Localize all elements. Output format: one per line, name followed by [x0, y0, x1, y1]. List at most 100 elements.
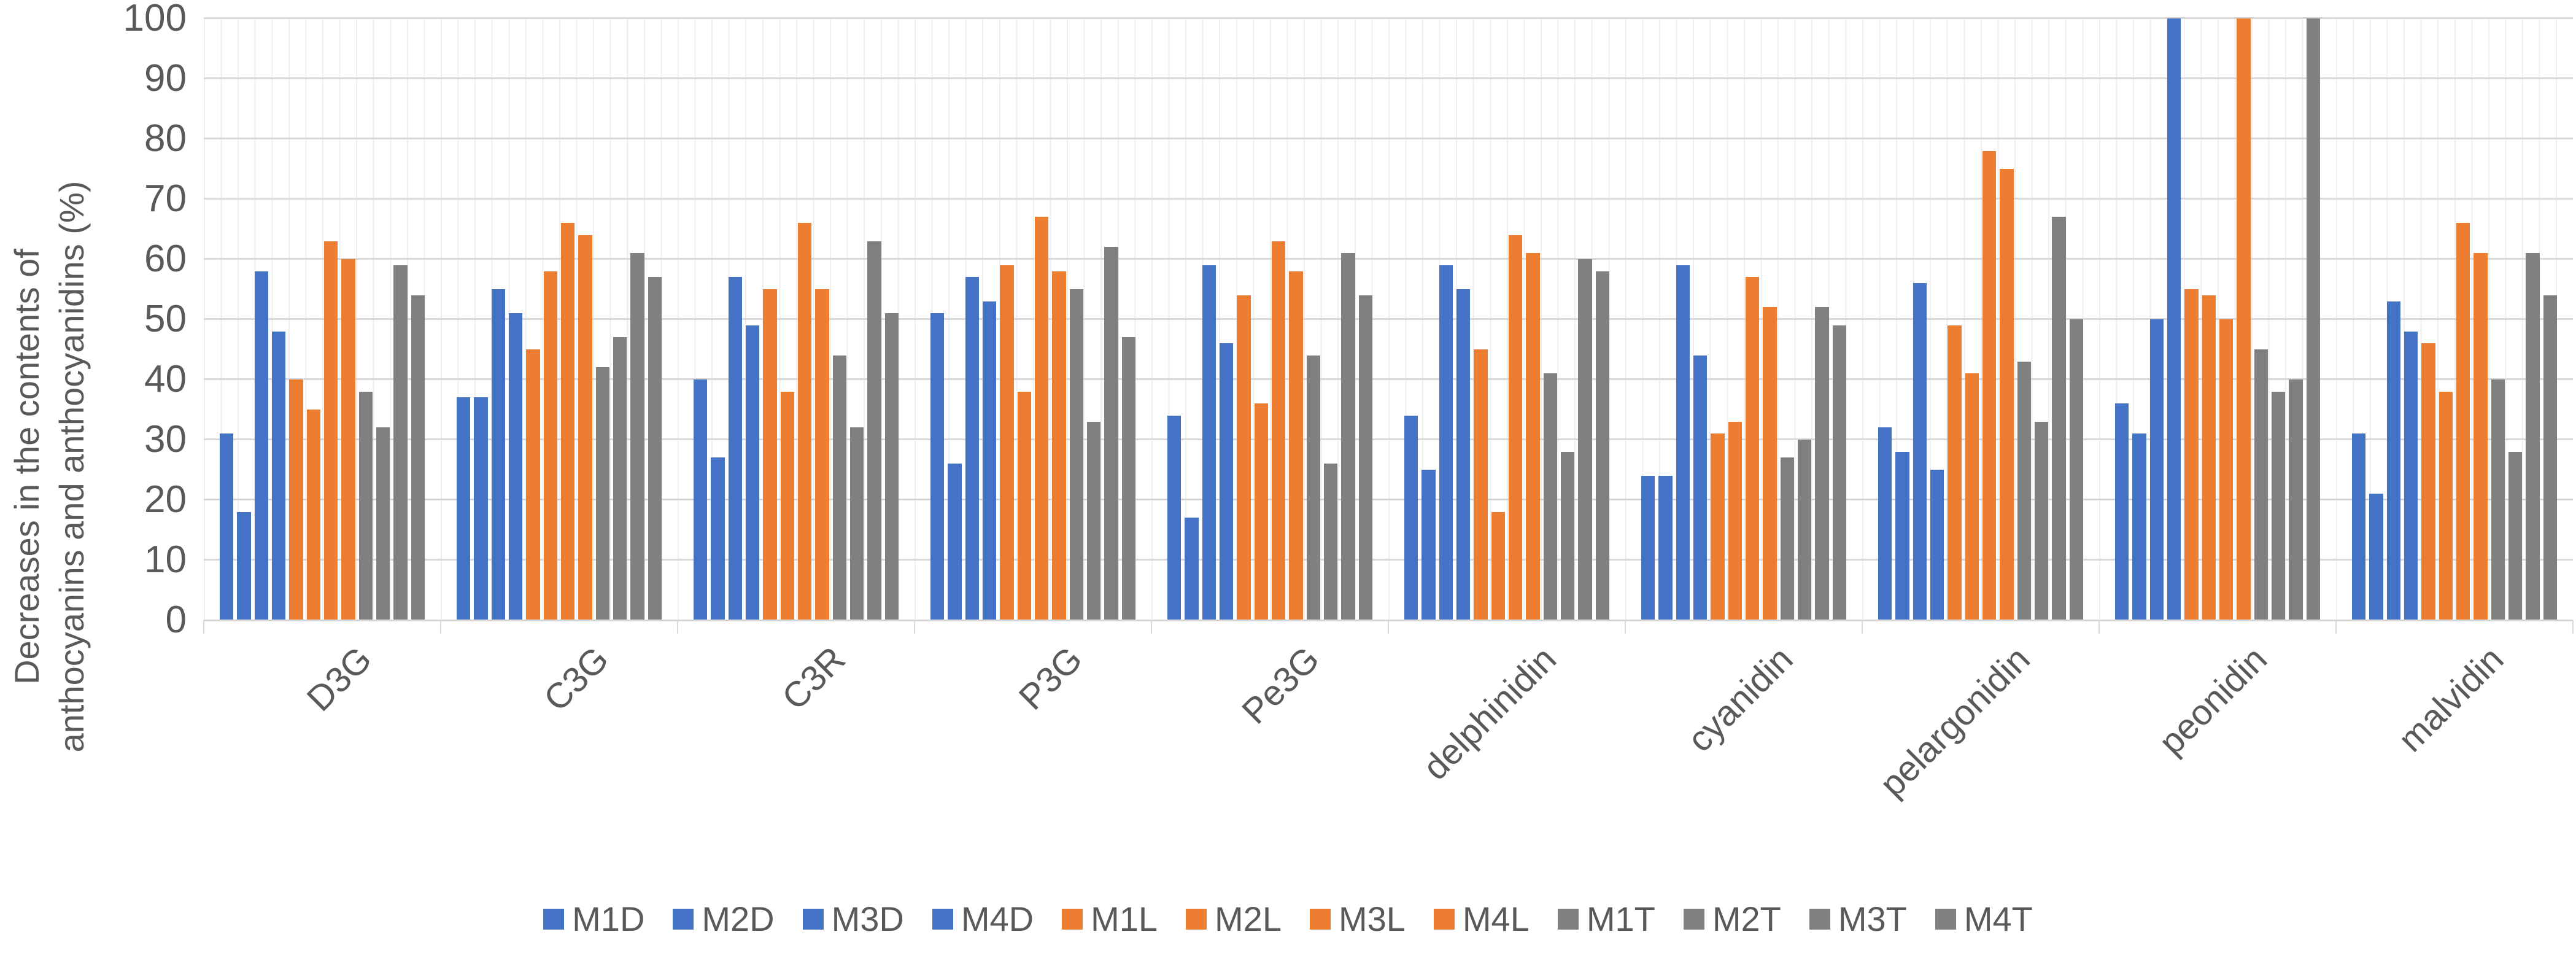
bar-M1T-delphinidin — [1543, 373, 1557, 620]
legend-swatch-icon — [1062, 909, 1083, 930]
category-tick — [2572, 620, 2574, 634]
bar-M2D-pelargonidin — [1895, 451, 1909, 620]
bar-group-peonidin — [2099, 18, 2336, 620]
y-tick-label: 60 — [144, 238, 187, 280]
bar-M4D-cyanidin — [1693, 355, 1708, 620]
bar-group-cyanidin — [1625, 18, 1862, 620]
legend-label: M2L — [1215, 900, 1282, 938]
bar-M4D-Pe3G — [1219, 343, 1234, 620]
category-label-cyanidin: cyanidin — [1680, 639, 1801, 760]
bar-M4T-C3R — [884, 313, 899, 620]
legend-swatch-icon — [1433, 909, 1455, 930]
gridline — [204, 138, 2573, 139]
bar-M3L-C3G — [560, 223, 575, 620]
legend-item-M1D: M1D — [543, 902, 644, 936]
bar-M3L-malvidin — [2456, 223, 2470, 620]
bar-M1D-cyanidin — [1641, 475, 1655, 620]
bar-M4T-P3G — [1121, 337, 1135, 620]
bar-M1T-malvidin — [2491, 379, 2505, 620]
category-label-delphinidin: delphinidin — [1415, 639, 1564, 788]
bar-M3L-P3G — [1034, 217, 1049, 620]
bar-M2L-P3G — [1017, 391, 1031, 620]
legend: M1D M2D M3D M4D M1L M2L M3L M4L M1T M2T M3T M4T — [0, 898, 2576, 941]
bar-M1L-delphinidin — [1474, 349, 1488, 620]
category-label-C3G: C3G — [536, 639, 616, 720]
legend-item-M1L: M1L — [1062, 902, 1158, 936]
bar-M4D-delphinidin — [1456, 289, 1471, 620]
legend-swatch-icon — [543, 909, 565, 930]
bar-M1T-C3R — [832, 355, 846, 620]
bar-M2T-Pe3G — [1323, 464, 1338, 620]
y-tick-label: 10 — [144, 538, 187, 581]
bar-M4D-C3R — [745, 325, 760, 620]
bar-M1D-C3R — [694, 379, 708, 620]
bar-M3T-peonidin — [2289, 379, 2303, 620]
category-tick — [914, 620, 915, 634]
bar-M1D-delphinidin — [1404, 415, 1418, 620]
bar-M4D-D3G — [271, 331, 286, 620]
bar-M1T-pelargonidin — [2017, 361, 2031, 620]
bar-M1L-pelargonidin — [1947, 325, 1962, 620]
y-tick-label: 40 — [144, 358, 187, 400]
bar-M2L-D3G — [306, 410, 320, 620]
legend-swatch-icon — [932, 909, 953, 930]
bar-M4L-peonidin — [2237, 18, 2251, 620]
legend-item-M3L: M3L — [1309, 900, 1406, 938]
bar-M1T-D3G — [358, 391, 373, 620]
bar-M4L-C3R — [815, 289, 829, 620]
bar-M2L-pelargonidin — [1965, 373, 1979, 620]
bar-M3T-C3R — [867, 241, 881, 620]
bar-M3T-P3G — [1104, 247, 1118, 620]
bar-M3D-D3G — [254, 271, 268, 620]
category-tick — [1388, 620, 1389, 634]
category-tick — [203, 620, 204, 634]
bar-M3T-malvidin — [2526, 253, 2540, 620]
legend-label: M1T — [1586, 900, 1655, 938]
bar-M2D-malvidin — [2369, 494, 2383, 620]
bar-group-P3G — [915, 18, 1151, 620]
category-tick — [2335, 620, 2337, 634]
bar-M2T-D3G — [376, 427, 390, 620]
y-tick-label: 50 — [144, 298, 187, 340]
y-axis-tick-labels: 0 10 20 30 40 50 60 70 80 90 100 — [0, 0, 187, 641]
bar-M4L-delphinidin — [1526, 253, 1540, 620]
legend-swatch-icon — [1186, 909, 1207, 930]
legend-item-M4L: M4L — [1433, 902, 1530, 936]
legend-label: M3D — [831, 900, 904, 938]
category-label-Pe3G: Pe3G — [1234, 639, 1327, 732]
gridline — [204, 378, 2573, 380]
legend-label: M3L — [1338, 900, 1406, 938]
legend-item-M3T: M3T — [1809, 902, 1907, 936]
legend-swatch-icon — [1935, 909, 1956, 930]
gridline — [204, 499, 2573, 500]
bar-M4L-cyanidin — [1763, 307, 1777, 620]
category-label-P3G: P3G — [1011, 639, 1090, 718]
category-tick — [1625, 620, 1626, 634]
bar-M4D-C3G — [508, 313, 523, 620]
bar-M4L-pelargonidin — [2000, 169, 2014, 620]
bar-M4D-P3G — [982, 301, 997, 620]
bar-group-pelargonidin — [1862, 18, 2099, 620]
y-tick-label: 0 — [165, 599, 187, 641]
category-axis-labels: D3G C3G C3R P3G Pe3G delphinidin cyanidin pelar… — [204, 639, 2573, 872]
plot-area — [203, 17, 2574, 634]
bar-M2L-C3G — [543, 271, 557, 620]
bar-group-Pe3G — [1151, 18, 1388, 620]
bar-M1T-C3G — [595, 367, 609, 620]
legend-swatch-icon — [673, 909, 694, 930]
bar-M3L-pelargonidin — [1982, 150, 1997, 620]
y-tick-label: 30 — [144, 418, 187, 461]
gridline — [204, 17, 2573, 19]
bar-M2L-Pe3G — [1254, 403, 1268, 620]
y-tick-label: 20 — [144, 478, 187, 521]
legend-swatch-icon — [1683, 909, 1704, 930]
legend-item-M1T: M1T — [1557, 900, 1655, 938]
category-tick — [677, 620, 678, 634]
bar-M4T-malvidin — [2543, 295, 2557, 620]
bar-M1T-peonidin — [2254, 349, 2268, 620]
bar-M1L-cyanidin — [1711, 433, 1725, 620]
bar-M4D-peonidin — [2167, 18, 2181, 620]
legend-label: M3T — [1838, 900, 1907, 938]
legend-item-M4T: M4T — [1935, 902, 2033, 936]
y-tick-label: 80 — [144, 117, 187, 160]
